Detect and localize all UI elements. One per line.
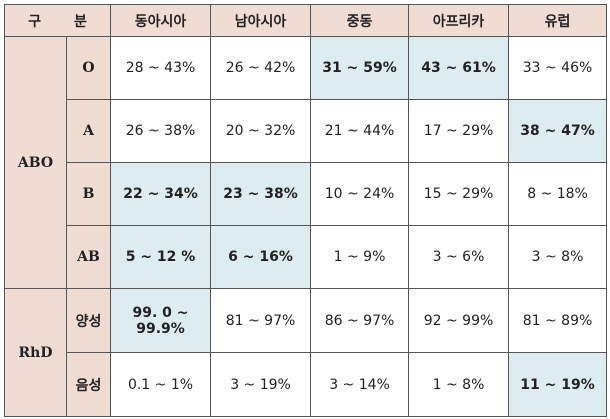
table-cell: 3 ~ 19% (210, 352, 312, 417)
table-cell: 3 ~ 14% (310, 352, 410, 417)
table-cell: 6 ~ 16% (210, 225, 312, 289)
row-label: 음성 (65, 352, 112, 417)
table-cell: 99. 0 ~ 99.9% (110, 288, 212, 353)
table-cell: 81 ~ 89% (508, 288, 608, 353)
table-cell: 3 ~ 6% (408, 225, 510, 289)
table-cell: 20 ~ 32% (210, 99, 312, 163)
table-cell: 28 ~ 43% (110, 36, 212, 100)
table-cell: 31 ~ 59% (310, 36, 410, 100)
header-region-south-asia: 남아시아 (210, 4, 312, 37)
table-cell: 81 ~ 97% (210, 288, 312, 353)
header-corner: 구 분 (3, 4, 112, 37)
table-row: B 22 ~ 34% 23 ~ 38% 10 ~ 24% 15 ~ 29% 8 … (5, 162, 608, 226)
header-region-africa: 아프리카 (408, 4, 510, 37)
table-row: RhD 양성 99. 0 ~ 99.9% 81 ~ 97% 86 ~ 97% 9… (4, 288, 608, 417)
blood-type-table: 구 분 동아시아 남아시아 중동 아프리카 유럽 ABO O 28 ~ 43% … (3, 4, 608, 417)
table-cell: 17 ~ 29% (408, 99, 510, 163)
table-row: A 26 ~ 38% 20 ~ 32% 21 ~ 44% 17 ~ 29% 38… (5, 99, 608, 163)
row-label: 양성 (65, 288, 112, 353)
table-cell: 21 ~ 44% (310, 99, 410, 163)
table-cell: 92 ~ 99% (408, 288, 510, 353)
table-cell: 26 ~ 38% (110, 99, 212, 163)
row-label: O (65, 36, 112, 100)
table-cell: 5 ~ 12 % (110, 225, 212, 289)
table-cell: 86 ~ 97% (310, 288, 410, 353)
row-label: AB (65, 225, 112, 289)
table-cell: 15 ~ 29% (408, 162, 510, 226)
header-region-europe: 유럽 (508, 4, 608, 37)
group-label-abo: ABO (4, 36, 67, 289)
table-cell: 38 ~ 47% (508, 99, 608, 163)
table-cell: 0.1 ~ 1% (110, 352, 212, 417)
header-region-east-asia: 동아시아 (110, 4, 212, 37)
table-cell: 43 ~ 61% (408, 36, 510, 100)
table-cell: 23 ~ 38% (210, 162, 312, 226)
row-label: B (65, 162, 112, 226)
table-cell: 33 ~ 46% (508, 36, 608, 100)
table-cell: 3 ~ 8% (508, 225, 608, 289)
table-cell: 10 ~ 24% (310, 162, 410, 226)
table-cell: 1 ~ 9% (310, 225, 410, 289)
table-cell: 11 ~ 19% (508, 352, 608, 417)
table-row: AB 5 ~ 12 % 6 ~ 16% 1 ~ 9% 3 ~ 6% 3 ~ 8% (5, 225, 608, 289)
header-row: 구 분 동아시아 남아시아 중동 아프리카 유럽 (3, 4, 608, 37)
table-row: ABO O 28 ~ 43% 26 ~ 42% 31 ~ 59% 43 ~ 61… (4, 36, 608, 289)
table-cell: 26 ~ 42% (210, 36, 312, 100)
header-region-middle-east: 중동 (310, 4, 410, 37)
table-cell: 8 ~ 18% (508, 162, 608, 226)
table-row: 음성 0.1 ~ 1% 3 ~ 19% 3 ~ 14% 1 ~ 8% 11 ~ … (5, 352, 608, 417)
row-label: A (65, 99, 112, 163)
table-cell: 1 ~ 8% (408, 352, 510, 417)
table-cell: 22 ~ 34% (110, 162, 212, 226)
group-label-rhd: RhD (4, 288, 67, 417)
